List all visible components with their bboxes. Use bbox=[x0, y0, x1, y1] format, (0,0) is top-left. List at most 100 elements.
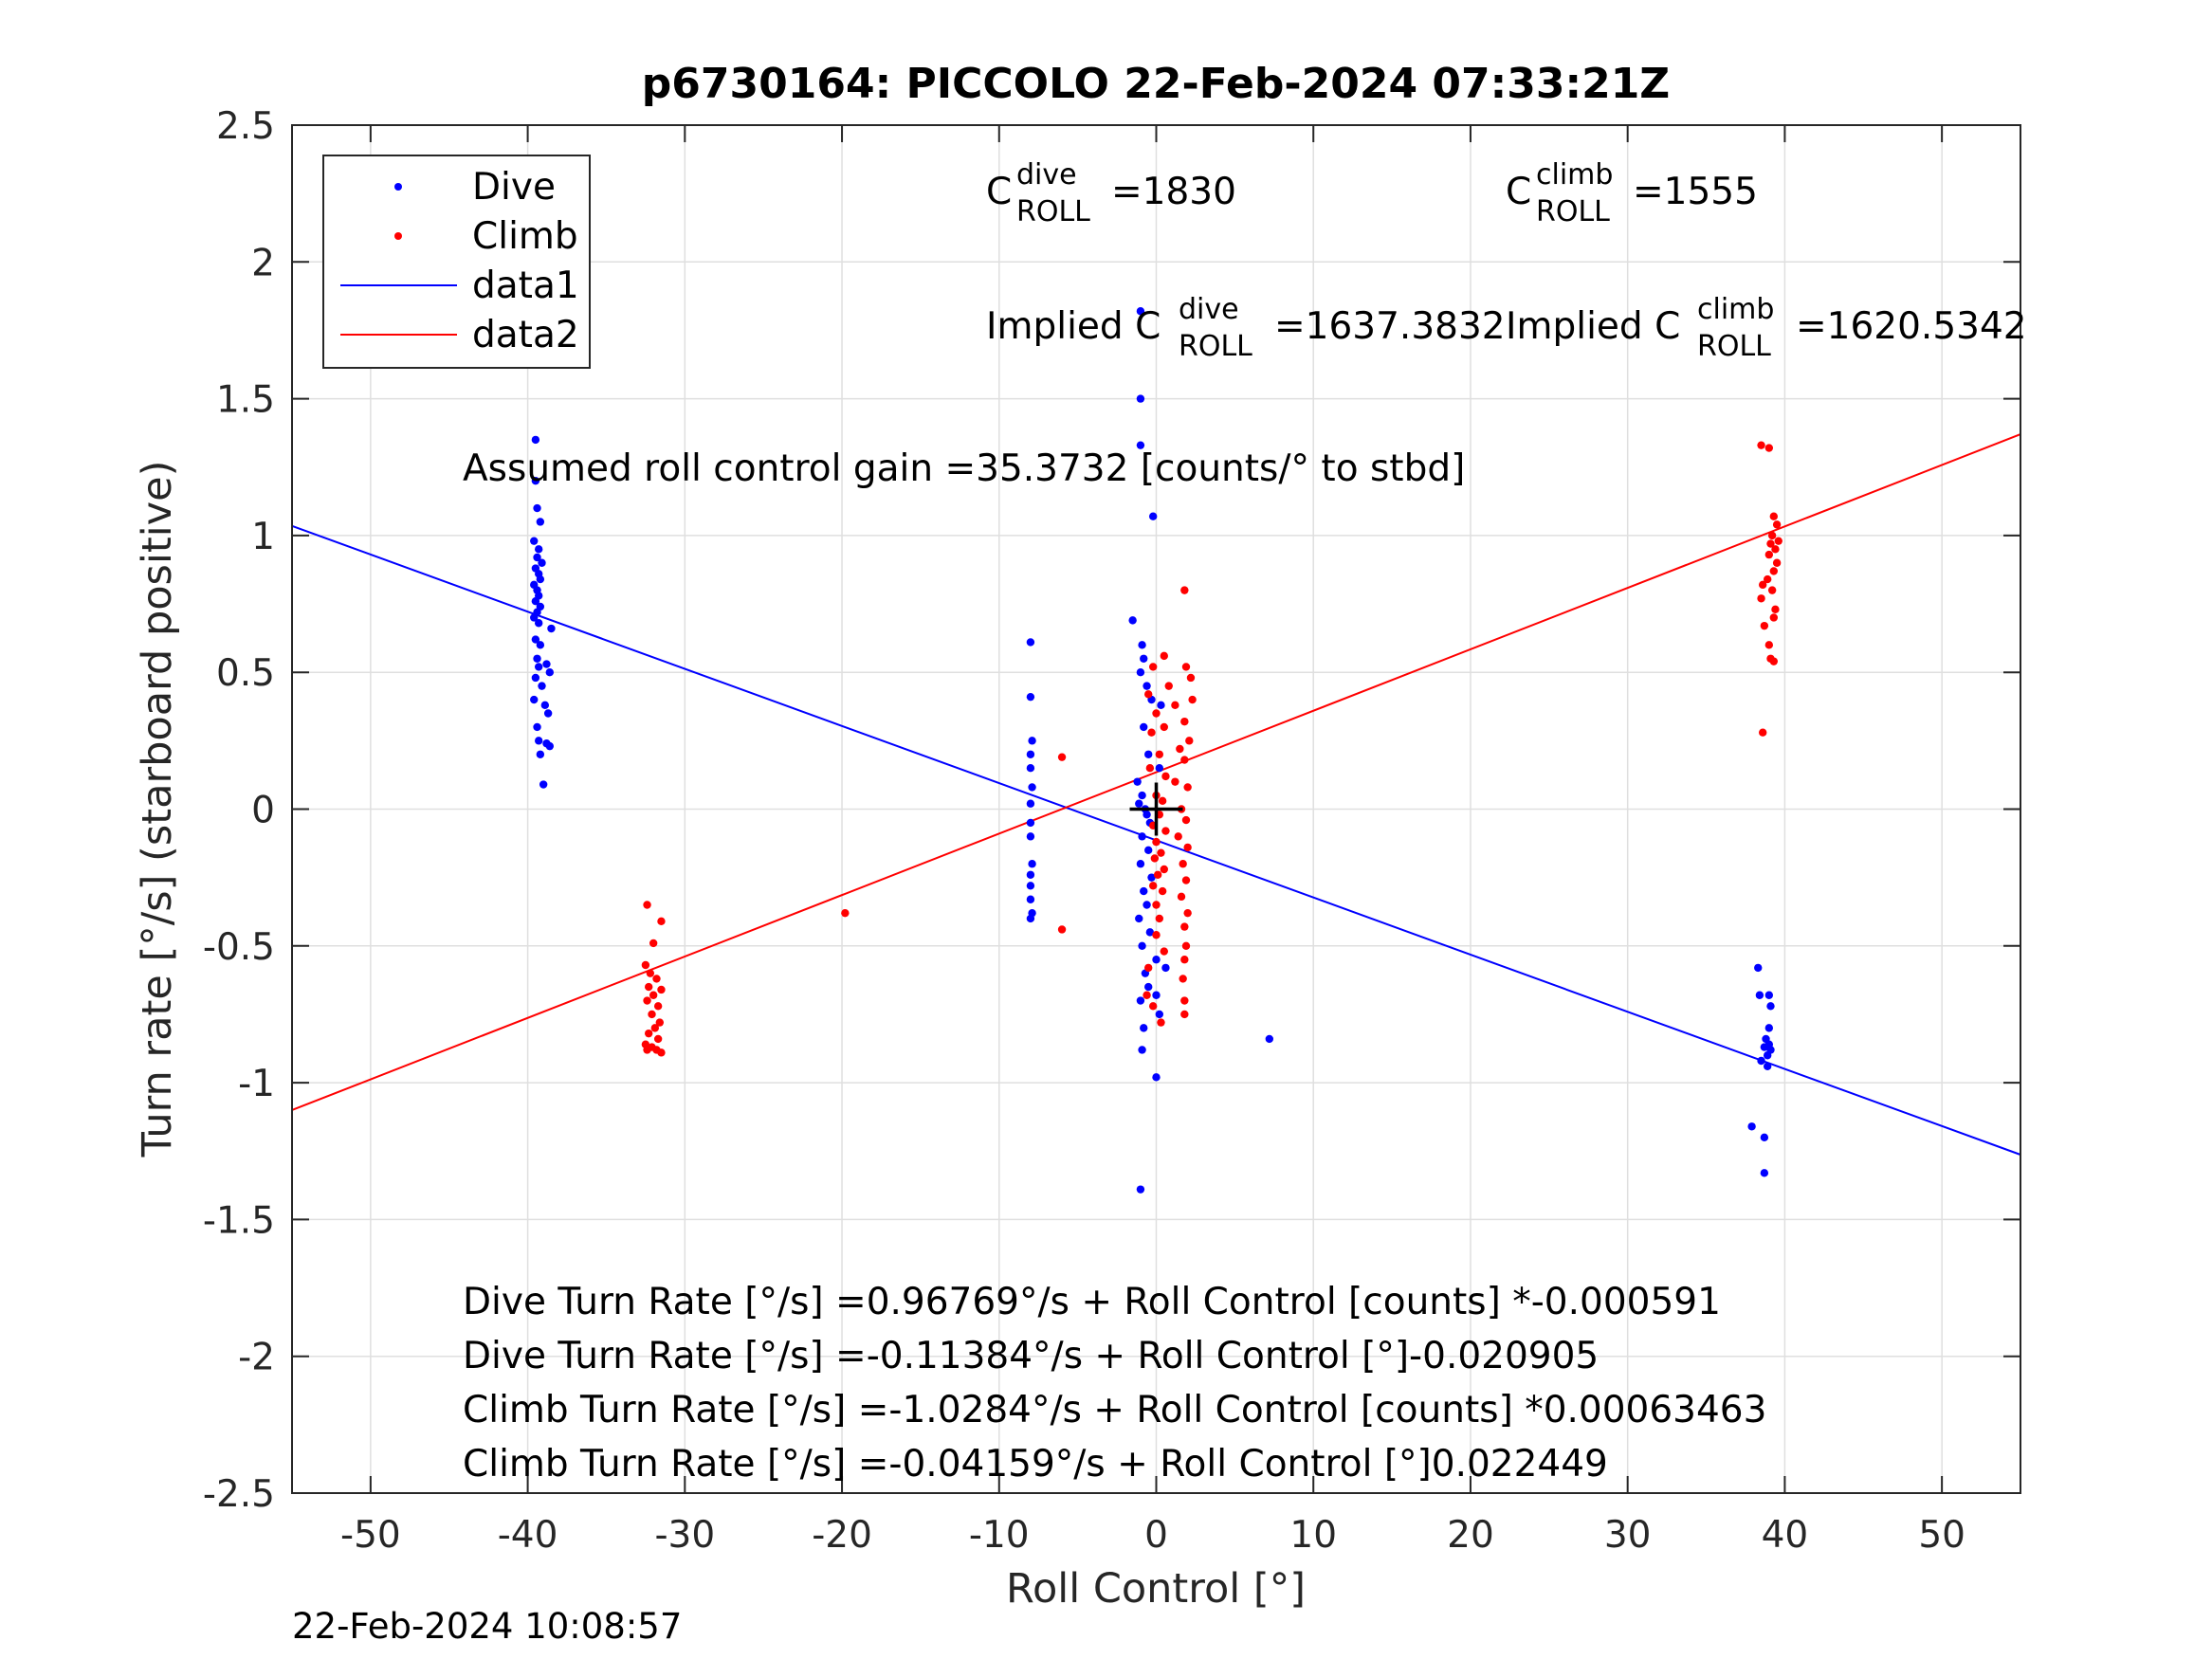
dive-point bbox=[536, 574, 545, 584]
roll-gain-annotation: Assumed roll control gain =35.3732 [coun… bbox=[463, 447, 1465, 490]
c-roll-climb-base: C bbox=[1506, 171, 1531, 213]
dive-point bbox=[1136, 1185, 1145, 1194]
climb-point bbox=[1180, 922, 1189, 931]
legend-data1-label: data1 bbox=[472, 264, 579, 307]
climb-point bbox=[1188, 695, 1197, 704]
y-tick-label: 1.5 bbox=[216, 379, 275, 422]
climb-point bbox=[653, 1034, 663, 1044]
climb-point bbox=[1148, 663, 1158, 671]
dive-point bbox=[1763, 1051, 1772, 1060]
climb-point bbox=[1185, 737, 1194, 745]
climb-point bbox=[649, 939, 658, 948]
c-roll-climb-value: =1555 bbox=[1633, 171, 1758, 213]
equation-dive-counts: Dive Turn Rate [°/s] =0.96769°/s + Roll … bbox=[463, 1281, 1721, 1323]
dive-point bbox=[1028, 783, 1036, 792]
implied-climb-value: =1620.5342 bbox=[1796, 305, 2027, 348]
dive-point bbox=[1140, 1024, 1148, 1032]
y-tick-label: -1.5 bbox=[203, 1199, 275, 1242]
dive-point bbox=[1157, 701, 1165, 710]
climb-point bbox=[1769, 613, 1779, 622]
climb-point bbox=[1769, 657, 1779, 665]
dive-point bbox=[531, 435, 540, 445]
dive-point bbox=[543, 709, 553, 718]
climb-point bbox=[1181, 663, 1191, 671]
dive-point bbox=[1754, 963, 1763, 973]
climb-point bbox=[1160, 651, 1168, 661]
climb-point bbox=[1771, 545, 1780, 554]
climb-point bbox=[643, 1046, 651, 1054]
dive-point bbox=[540, 701, 550, 710]
y-tick-label: 0.5 bbox=[216, 652, 275, 695]
dive-point bbox=[1148, 512, 1158, 520]
dive-point bbox=[533, 553, 541, 562]
dive-point bbox=[1026, 882, 1035, 890]
dive-point bbox=[1161, 963, 1170, 973]
dive-point bbox=[536, 750, 545, 758]
implied-dive-value: =1637.3832 bbox=[1274, 305, 1506, 348]
dive-point bbox=[1766, 1002, 1775, 1011]
equation-climb-counts: Climb Turn Rate [°/s] =-1.0284°/s + Roll… bbox=[463, 1389, 1766, 1431]
dive-point bbox=[1026, 799, 1035, 808]
climb-point bbox=[643, 901, 651, 909]
y-tick-label: -2 bbox=[238, 1337, 275, 1379]
dive-point bbox=[1135, 799, 1143, 808]
dive-point bbox=[1760, 1133, 1769, 1142]
dive-point bbox=[530, 537, 539, 545]
dive-point bbox=[1026, 764, 1035, 773]
climb-point bbox=[1186, 673, 1196, 683]
climb-point bbox=[1179, 975, 1187, 983]
climb-point bbox=[1160, 865, 1168, 874]
dive-point bbox=[1138, 832, 1146, 841]
dive-point bbox=[530, 613, 539, 622]
climb-point bbox=[1757, 441, 1765, 449]
climb-point bbox=[1767, 586, 1777, 594]
climb-point bbox=[1145, 764, 1155, 773]
climb-point bbox=[1180, 956, 1189, 964]
climb-point bbox=[1759, 580, 1767, 590]
x-tick-label: 50 bbox=[1918, 1514, 1965, 1557]
climb-point bbox=[1171, 777, 1179, 786]
climb-point bbox=[645, 982, 653, 992]
dive-point bbox=[531, 635, 540, 644]
dive-point bbox=[545, 741, 554, 751]
c-roll-dive-sup: dive bbox=[1016, 158, 1077, 191]
climb-point bbox=[1764, 550, 1774, 559]
dive-point bbox=[1135, 914, 1143, 923]
dive-point bbox=[1136, 394, 1145, 403]
dive-point bbox=[530, 695, 539, 704]
dive-point bbox=[1136, 996, 1145, 1005]
climb-point bbox=[646, 969, 655, 977]
climb-point bbox=[1760, 621, 1769, 630]
climb-point bbox=[657, 1048, 666, 1057]
dive-point bbox=[1764, 991, 1774, 999]
dive-point bbox=[1144, 982, 1153, 992]
c-roll-dive-annotation: C dive ROLL =1830 bbox=[986, 158, 1236, 228]
dive-point bbox=[1026, 870, 1035, 879]
climb-point bbox=[1176, 744, 1184, 754]
dive-point bbox=[1136, 668, 1145, 677]
dive-point bbox=[534, 737, 543, 745]
dive-point bbox=[1152, 991, 1161, 999]
climb-point bbox=[1144, 963, 1153, 973]
climb-point bbox=[1057, 753, 1067, 761]
legend-box bbox=[322, 155, 591, 369]
implied-dive-prefix: Implied C bbox=[986, 305, 1161, 348]
climb-point bbox=[1181, 941, 1191, 950]
dive-point bbox=[539, 780, 548, 789]
dive-point bbox=[1138, 1046, 1146, 1054]
dive-point bbox=[1747, 1122, 1756, 1131]
climb-point bbox=[1155, 750, 1164, 758]
climb-point bbox=[1057, 925, 1067, 934]
climb-point bbox=[1152, 837, 1161, 847]
climb-point bbox=[648, 1010, 656, 1019]
climb-point bbox=[1157, 848, 1165, 857]
climb-point bbox=[655, 1018, 665, 1027]
dive-point bbox=[1143, 901, 1151, 909]
climb-point bbox=[1181, 876, 1191, 884]
equation-climb-degrees: Climb Turn Rate [°/s] =-0.04159°/s + Rol… bbox=[463, 1443, 1608, 1486]
data2-fit-line bbox=[291, 433, 2021, 1111]
c-roll-climb-annotation: C climb ROLL =1555 bbox=[1506, 158, 1758, 228]
implied-dive-sup: dive bbox=[1179, 293, 1239, 326]
dive-point bbox=[1140, 722, 1148, 732]
